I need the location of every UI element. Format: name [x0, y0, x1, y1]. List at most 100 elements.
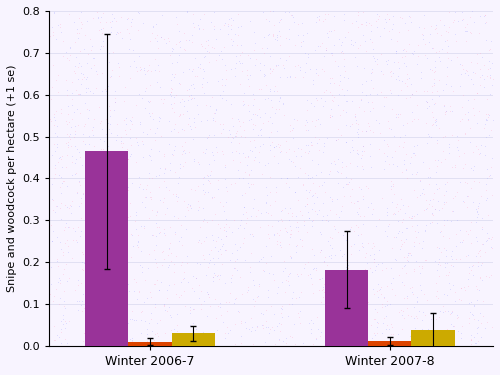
Point: [372, 332, 380, 338]
Point: [358, 152, 366, 157]
Point: [68, 90, 76, 96]
Point: [418, 265, 426, 271]
Point: [224, 324, 232, 330]
Point: [200, 298, 207, 304]
Point: [434, 207, 442, 213]
Point: [57, 29, 65, 35]
Point: [55, 334, 63, 340]
Point: [364, 240, 372, 246]
Point: [127, 118, 135, 124]
Point: [104, 83, 112, 89]
Point: [328, 280, 336, 286]
Point: [164, 252, 172, 258]
Point: [331, 160, 339, 166]
Point: [132, 135, 140, 141]
Point: [251, 122, 259, 128]
Point: [276, 227, 284, 233]
Point: [369, 105, 377, 111]
Point: [376, 287, 384, 293]
Point: [102, 131, 110, 137]
Point: [424, 338, 432, 344]
Point: [211, 110, 219, 116]
Point: [355, 205, 363, 211]
Point: [395, 77, 403, 83]
Point: [259, 254, 267, 260]
Point: [425, 103, 433, 109]
Point: [112, 188, 120, 194]
Point: [80, 330, 88, 336]
Point: [53, 123, 61, 129]
Point: [389, 211, 397, 217]
Point: [313, 314, 321, 320]
Point: [268, 97, 276, 103]
Point: [126, 126, 134, 132]
Point: [160, 153, 168, 159]
Point: [388, 178, 396, 184]
Point: [128, 337, 136, 343]
Point: [176, 161, 184, 167]
Point: [402, 237, 410, 243]
Point: [422, 206, 430, 212]
Point: [48, 152, 56, 158]
Point: [430, 157, 438, 163]
Point: [68, 159, 76, 165]
Point: [397, 243, 405, 249]
Point: [170, 261, 178, 267]
Point: [99, 325, 107, 331]
Point: [278, 207, 286, 213]
Point: [266, 66, 274, 72]
Point: [362, 183, 370, 189]
Point: [142, 182, 150, 188]
Point: [199, 252, 207, 258]
Point: [327, 160, 335, 166]
Point: [150, 255, 158, 261]
Point: [262, 162, 270, 168]
Point: [212, 144, 220, 150]
Point: [296, 308, 304, 314]
Point: [362, 321, 370, 327]
Point: [206, 168, 214, 174]
Point: [172, 190, 180, 196]
Point: [434, 261, 442, 267]
Point: [232, 65, 239, 71]
Point: [474, 205, 482, 211]
Point: [338, 232, 346, 238]
Point: [273, 37, 281, 43]
Point: [315, 276, 323, 282]
Point: [441, 38, 449, 44]
Point: [197, 301, 205, 307]
Point: [106, 114, 114, 120]
Point: [350, 112, 358, 118]
Point: [248, 231, 256, 237]
Point: [458, 9, 466, 15]
Point: [76, 60, 84, 66]
Point: [444, 9, 452, 15]
Point: [146, 98, 154, 104]
Point: [441, 308, 449, 314]
Point: [57, 110, 65, 116]
Point: [256, 310, 264, 316]
Point: [93, 198, 101, 204]
Point: [181, 150, 189, 156]
Point: [294, 32, 302, 38]
Point: [320, 254, 328, 260]
Point: [234, 11, 242, 17]
Point: [150, 67, 158, 73]
Point: [74, 92, 82, 98]
Point: [456, 256, 464, 262]
Point: [250, 96, 258, 102]
Point: [120, 127, 128, 133]
Point: [470, 178, 478, 184]
Point: [94, 274, 102, 280]
Point: [146, 99, 154, 105]
Point: [48, 181, 56, 187]
Point: [266, 189, 274, 195]
Point: [272, 184, 280, 190]
Point: [78, 267, 86, 273]
Point: [326, 234, 334, 240]
Point: [340, 194, 348, 200]
Point: [86, 324, 94, 330]
Point: [300, 122, 308, 128]
Point: [393, 163, 401, 169]
Point: [84, 214, 92, 220]
